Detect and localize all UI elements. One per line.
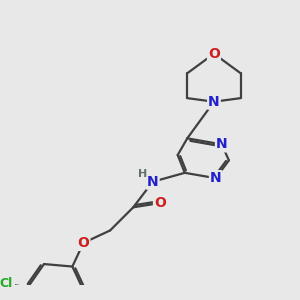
Text: O: O: [208, 47, 220, 61]
Text: H: H: [138, 169, 147, 179]
Text: N: N: [210, 171, 221, 185]
Text: N: N: [147, 175, 159, 189]
Text: O: O: [77, 236, 89, 250]
Text: O: O: [154, 196, 166, 210]
Text: N: N: [216, 137, 228, 152]
Text: N: N: [208, 95, 220, 109]
Text: Cl: Cl: [0, 277, 12, 290]
